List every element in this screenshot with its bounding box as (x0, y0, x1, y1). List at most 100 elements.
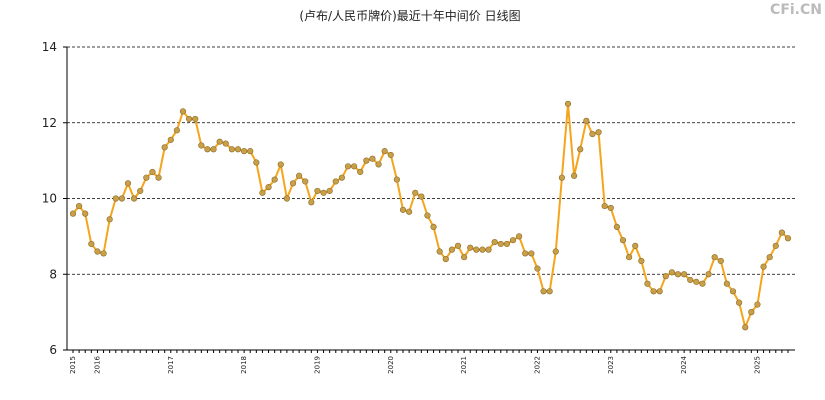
point (204, 146, 211, 153)
point (742, 324, 749, 331)
point (613, 223, 620, 231)
x-tick-label: 2024 (680, 355, 688, 373)
y-tick-label: 12 (42, 116, 57, 130)
point (632, 242, 639, 249)
point (320, 189, 327, 196)
point (137, 187, 144, 195)
point (638, 257, 645, 265)
point (736, 299, 743, 306)
point (314, 187, 321, 195)
point (497, 240, 504, 248)
point (577, 146, 584, 153)
point (192, 115, 199, 123)
point (76, 202, 83, 210)
point (668, 269, 675, 276)
point (112, 195, 119, 202)
point (748, 309, 755, 316)
point (662, 273, 669, 280)
point (94, 248, 101, 255)
point (509, 237, 517, 244)
point (454, 242, 462, 249)
x-tick-label: 2017 (167, 356, 175, 374)
point (228, 146, 235, 153)
x-tick-label: 2025 (753, 356, 761, 374)
point (619, 237, 627, 244)
point (69, 210, 77, 217)
point (754, 301, 761, 308)
point (289, 180, 297, 187)
point (534, 265, 541, 272)
point (351, 163, 358, 170)
point (571, 172, 578, 179)
point (406, 208, 413, 215)
point (656, 288, 663, 295)
point (161, 144, 168, 151)
x-tick-label: 2021 (460, 356, 468, 374)
point (338, 174, 345, 181)
point (179, 108, 187, 115)
point (277, 161, 284, 168)
point (271, 176, 278, 183)
y-tick-label: 10 (42, 192, 57, 206)
point (479, 246, 486, 253)
chart-title: (卢布/人民币牌价)最近十年中间价 日线图 (299, 8, 520, 23)
point (674, 271, 682, 278)
point (167, 136, 174, 143)
point (705, 271, 712, 278)
point (357, 168, 364, 176)
point (247, 148, 254, 155)
point (399, 206, 407, 213)
point (766, 254, 773, 261)
point (681, 271, 688, 278)
point (302, 178, 309, 185)
point (412, 189, 419, 196)
point (522, 250, 529, 257)
point (118, 195, 125, 202)
point (473, 246, 480, 253)
point (308, 199, 315, 206)
point (88, 240, 95, 248)
point (210, 146, 217, 153)
point (124, 180, 132, 187)
point (644, 280, 651, 287)
x-tick-label: 2019 (313, 356, 321, 374)
point (778, 229, 785, 236)
x-tick-label: 2016 (93, 355, 101, 373)
point (259, 189, 266, 196)
point (253, 159, 260, 166)
point (558, 174, 565, 181)
point (564, 100, 572, 107)
point (693, 278, 700, 285)
point (375, 161, 382, 168)
x-tick-label: 2023 (607, 356, 615, 374)
point (216, 138, 223, 145)
point (143, 174, 150, 181)
point (491, 238, 498, 246)
x-tick-label: 2022 (533, 356, 541, 374)
point (430, 223, 437, 231)
point (296, 172, 303, 179)
point (344, 163, 352, 170)
y-tick-label: 6 (49, 343, 57, 357)
point (234, 146, 242, 153)
point (583, 117, 590, 124)
y-tick-label: 14 (42, 40, 57, 54)
watermark: CFi.CN (770, 2, 822, 18)
point (784, 235, 792, 242)
point (149, 168, 156, 176)
point (326, 187, 333, 195)
point (552, 248, 559, 255)
point (772, 242, 779, 249)
point (467, 244, 474, 251)
point (485, 246, 492, 253)
point (131, 195, 138, 202)
point (699, 280, 706, 287)
point (607, 204, 614, 212)
point (503, 240, 510, 248)
point (387, 151, 394, 159)
point (424, 212, 431, 219)
point (461, 254, 468, 261)
point (381, 148, 388, 155)
